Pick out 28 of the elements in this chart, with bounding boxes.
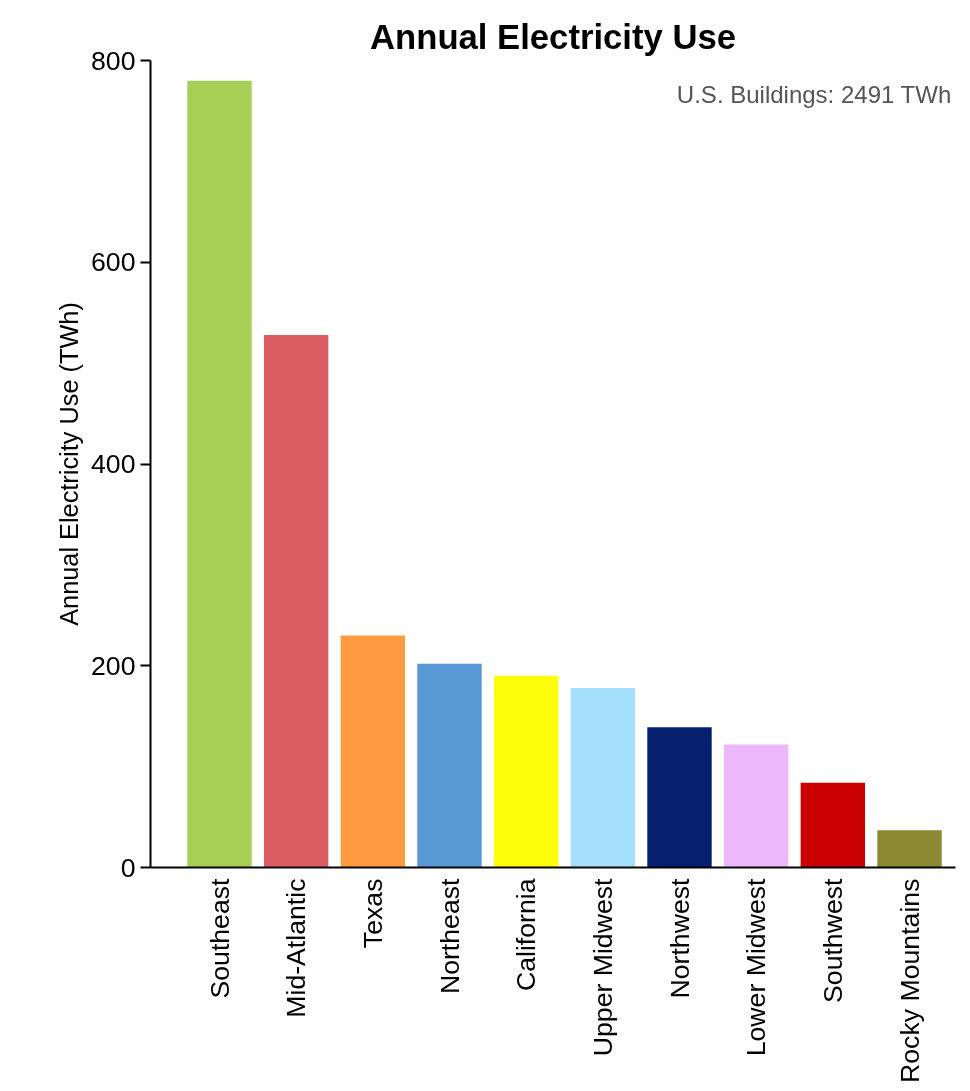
bar <box>877 830 942 868</box>
x-tick-label: Lower Midwest <box>741 877 772 1057</box>
annotation: U.S. Buildings: 2491 TWh <box>676 80 952 108</box>
bar <box>340 635 406 868</box>
y-axis-title: Annual Electricity Use (TWh) <box>55 302 84 626</box>
bar <box>493 675 559 868</box>
x-tick-label: California <box>511 878 542 992</box>
y-tick-label: 400 <box>91 449 136 479</box>
chart-title: Annual Electricity Use <box>370 17 736 56</box>
x-tick-label: Southeast <box>204 877 235 999</box>
x-tick-label: Texas <box>357 878 388 949</box>
bar <box>800 782 866 868</box>
y-tick-label: 800 <box>91 45 136 76</box>
y-tick-label: 0 <box>120 852 136 883</box>
bar <box>187 80 252 868</box>
x-tick-label: Mid-Atlantic <box>281 878 312 1018</box>
x-tick-label: Rocky Mountains <box>894 878 925 1083</box>
bar <box>417 663 482 868</box>
x-tick-label: Upper Midwest <box>587 877 618 1057</box>
bar <box>263 334 329 868</box>
bar <box>723 744 789 868</box>
x-tick-label: Southwest <box>817 877 848 1003</box>
y-tick-label: 600 <box>91 247 136 278</box>
x-tick-label: Northwest <box>664 877 695 999</box>
bar <box>570 687 636 868</box>
bar <box>647 727 712 868</box>
y-tick-label: 200 <box>91 650 136 681</box>
x-tick-label: Northeast <box>434 877 465 995</box>
